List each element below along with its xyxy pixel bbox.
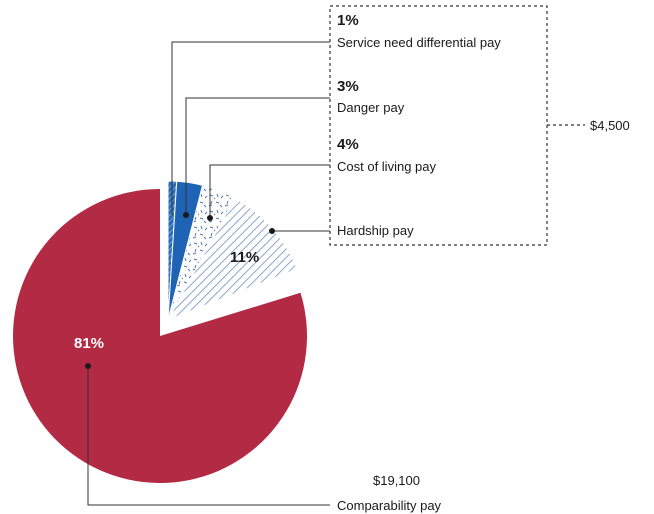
- slice-cost-of-living-value-label: 4%: [337, 136, 359, 153]
- group-amount-label: $4,500: [590, 118, 630, 133]
- slice-comparability-amount-label: $19,100: [373, 473, 420, 488]
- slice-comparability-name-label: Comparability pay: [337, 498, 442, 513]
- leader-dot-hardship: [269, 228, 275, 234]
- leader-line-comparability: [87, 366, 330, 506]
- leader-line-service-need: [171, 41, 330, 215]
- leader-dot-danger: [183, 212, 189, 218]
- leader-dot-cost-of-living: [207, 215, 213, 221]
- leader-dot-comparability: [85, 363, 91, 369]
- slice-service-need-name-label: Service need differential pay: [337, 35, 501, 50]
- slice-danger-name-label: Danger pay: [337, 100, 405, 115]
- leader-line-danger: [185, 97, 330, 215]
- slice-comparability-value-label: 81%: [74, 335, 104, 352]
- slice-hardship-name-label: Hardship pay: [337, 223, 414, 238]
- leader-line-cost-of-living: [209, 164, 330, 218]
- slice-hardship-value-label: 11%: [230, 249, 259, 266]
- slice-danger-value-label: 3%: [337, 78, 359, 95]
- pie-slice-comparability-pay: [13, 189, 308, 483]
- slice-service-need-value-label: 1%: [337, 12, 359, 29]
- slice-cost-of-living-name-label: Cost of living pay: [337, 159, 436, 174]
